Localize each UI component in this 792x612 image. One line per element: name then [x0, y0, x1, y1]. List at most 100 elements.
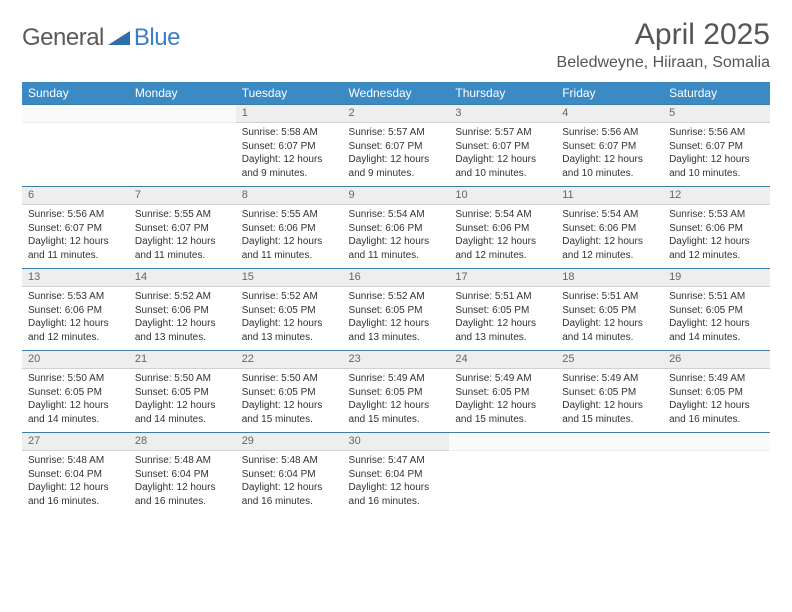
day-number-cell: 6: [22, 187, 129, 205]
daylight-line: Daylight: 12 hours and 16 minutes.: [242, 481, 337, 508]
day-number-cell: 2: [343, 105, 450, 123]
day-number-cell: 4: [556, 105, 663, 123]
sunset-line: Sunset: 6:05 PM: [455, 304, 550, 318]
day-content-cell: Sunrise: 5:57 AMSunset: 6:07 PMDaylight:…: [449, 123, 556, 187]
daylight-line: Daylight: 12 hours and 11 minutes.: [135, 235, 230, 262]
sunset-line: Sunset: 6:06 PM: [349, 222, 444, 236]
day-number-cell: 12: [663, 187, 770, 205]
day-content-cell: Sunrise: 5:49 AMSunset: 6:05 PMDaylight:…: [449, 369, 556, 433]
day-content-cell: Sunrise: 5:52 AMSunset: 6:05 PMDaylight:…: [236, 287, 343, 351]
day-content-cell: Sunrise: 5:49 AMSunset: 6:05 PMDaylight:…: [663, 369, 770, 433]
day-number-cell: 16: [343, 269, 450, 287]
sunset-line: Sunset: 6:05 PM: [669, 386, 764, 400]
sunset-line: Sunset: 6:05 PM: [349, 386, 444, 400]
title-block: April 2025 Beledweyne, Hiiraan, Somalia: [557, 18, 770, 72]
day-number-cell: 3: [449, 105, 556, 123]
day-content-cell: Sunrise: 5:56 AMSunset: 6:07 PMDaylight:…: [556, 123, 663, 187]
day-content-cell: Sunrise: 5:48 AMSunset: 6:04 PMDaylight:…: [236, 451, 343, 515]
sunset-line: Sunset: 6:06 PM: [669, 222, 764, 236]
daylight-line: Daylight: 12 hours and 10 minutes.: [562, 153, 657, 180]
day-content-cell: Sunrise: 5:49 AMSunset: 6:05 PMDaylight:…: [343, 369, 450, 433]
sunrise-line: Sunrise: 5:54 AM: [349, 208, 444, 222]
day-number-cell: 23: [343, 351, 450, 369]
day-number-cell: 5: [663, 105, 770, 123]
daylight-line: Daylight: 12 hours and 12 minutes.: [562, 235, 657, 262]
day-content-cell: Sunrise: 5:48 AMSunset: 6:04 PMDaylight:…: [129, 451, 236, 515]
day-content-cell: [22, 123, 129, 187]
day-content-cell: Sunrise: 5:55 AMSunset: 6:07 PMDaylight:…: [129, 205, 236, 269]
sunrise-line: Sunrise: 5:54 AM: [562, 208, 657, 222]
day-content-cell: Sunrise: 5:50 AMSunset: 6:05 PMDaylight:…: [236, 369, 343, 433]
daylight-line: Daylight: 12 hours and 15 minutes.: [562, 399, 657, 426]
sunset-line: Sunset: 6:07 PM: [669, 140, 764, 154]
day-content-cell: Sunrise: 5:47 AMSunset: 6:04 PMDaylight:…: [343, 451, 450, 515]
sunset-line: Sunset: 6:04 PM: [242, 468, 337, 482]
daylight-line: Daylight: 12 hours and 11 minutes.: [28, 235, 123, 262]
sunset-line: Sunset: 6:06 PM: [455, 222, 550, 236]
sunrise-line: Sunrise: 5:54 AM: [455, 208, 550, 222]
day-number-row: 13141516171819: [22, 269, 770, 287]
sunrise-line: Sunrise: 5:52 AM: [242, 290, 337, 304]
day-number-cell: 19: [663, 269, 770, 287]
daylight-line: Daylight: 12 hours and 10 minutes.: [455, 153, 550, 180]
day-number-cell: 28: [129, 433, 236, 451]
sunrise-line: Sunrise: 5:56 AM: [562, 126, 657, 140]
day-number-cell: [663, 433, 770, 451]
daylight-line: Daylight: 12 hours and 14 minutes.: [562, 317, 657, 344]
day-number-cell: 29: [236, 433, 343, 451]
day-number-cell: 13: [22, 269, 129, 287]
sunset-line: Sunset: 6:06 PM: [135, 304, 230, 318]
day-content-row: Sunrise: 5:53 AMSunset: 6:06 PMDaylight:…: [22, 287, 770, 351]
sunrise-line: Sunrise: 5:48 AM: [242, 454, 337, 468]
daylight-line: Daylight: 12 hours and 13 minutes.: [135, 317, 230, 344]
weekday-thursday: Thursday: [449, 82, 556, 105]
sunrise-line: Sunrise: 5:49 AM: [669, 372, 764, 386]
sunrise-line: Sunrise: 5:50 AM: [242, 372, 337, 386]
day-content-cell: Sunrise: 5:51 AMSunset: 6:05 PMDaylight:…: [663, 287, 770, 351]
calendar-body: 12 345 Sunrise: 5:58 AMSunset: 6:07 PMDayl…: [22, 105, 770, 515]
day-content-cell: Sunrise: 5:50 AMSunset: 6:05 PMDaylight:…: [22, 369, 129, 433]
day-number-cell: 11: [556, 187, 663, 205]
day-content-cell: Sunrise: 5:58 AMSunset: 6:07 PMDaylight:…: [236, 123, 343, 187]
sunrise-line: Sunrise: 5:48 AM: [135, 454, 230, 468]
sunset-line: Sunset: 6:07 PM: [28, 222, 123, 236]
day-content-row: Sunrise: 5:58 AMSunset: 6:07 PMDaylight:…: [22, 123, 770, 187]
sunrise-line: Sunrise: 5:55 AM: [242, 208, 337, 222]
day-content-cell: [129, 123, 236, 187]
sunset-line: Sunset: 6:06 PM: [562, 222, 657, 236]
sunset-line: Sunset: 6:05 PM: [669, 304, 764, 318]
sunrise-line: Sunrise: 5:50 AM: [135, 372, 230, 386]
daylight-line: Daylight: 12 hours and 12 minutes.: [455, 235, 550, 262]
day-content-cell: Sunrise: 5:52 AMSunset: 6:06 PMDaylight:…: [129, 287, 236, 351]
day-content-cell: Sunrise: 5:49 AMSunset: 6:05 PMDaylight:…: [556, 369, 663, 433]
logo-text-general: General: [22, 24, 104, 52]
day-content-cell: Sunrise: 5:56 AMSunset: 6:07 PMDaylight:…: [663, 123, 770, 187]
sunrise-line: Sunrise: 5:51 AM: [562, 290, 657, 304]
day-content-cell: Sunrise: 5:55 AMSunset: 6:06 PMDaylight:…: [236, 205, 343, 269]
sunset-line: Sunset: 6:05 PM: [135, 386, 230, 400]
day-number-cell: 17: [449, 269, 556, 287]
sunrise-line: Sunrise: 5:49 AM: [455, 372, 550, 386]
daylight-line: Daylight: 12 hours and 16 minutes.: [28, 481, 123, 508]
sunset-line: Sunset: 6:06 PM: [242, 222, 337, 236]
sunrise-line: Sunrise: 5:53 AM: [669, 208, 764, 222]
day-content-cell: Sunrise: 5:54 AMSunset: 6:06 PMDaylight:…: [449, 205, 556, 269]
day-number-cell: [129, 105, 236, 123]
day-content-cell: Sunrise: 5:53 AMSunset: 6:06 PMDaylight:…: [663, 205, 770, 269]
sunrise-line: Sunrise: 5:57 AM: [349, 126, 444, 140]
daylight-line: Daylight: 12 hours and 15 minutes.: [455, 399, 550, 426]
weekday-wednesday: Wednesday: [343, 82, 450, 105]
sunrise-line: Sunrise: 5:51 AM: [669, 290, 764, 304]
sunrise-line: Sunrise: 5:53 AM: [28, 290, 123, 304]
sunrise-line: Sunrise: 5:52 AM: [349, 290, 444, 304]
weekday-friday: Friday: [556, 82, 663, 105]
sunset-line: Sunset: 6:07 PM: [349, 140, 444, 154]
day-number-row: 20212223242526: [22, 351, 770, 369]
sunset-line: Sunset: 6:07 PM: [455, 140, 550, 154]
day-number-cell: [22, 105, 129, 123]
sunrise-line: Sunrise: 5:56 AM: [28, 208, 123, 222]
location: Beledweyne, Hiiraan, Somalia: [557, 54, 770, 72]
sunset-line: Sunset: 6:07 PM: [242, 140, 337, 154]
day-content-cell: Sunrise: 5:57 AMSunset: 6:07 PMDaylight:…: [343, 123, 450, 187]
day-content-cell: Sunrise: 5:54 AMSunset: 6:06 PMDaylight:…: [343, 205, 450, 269]
